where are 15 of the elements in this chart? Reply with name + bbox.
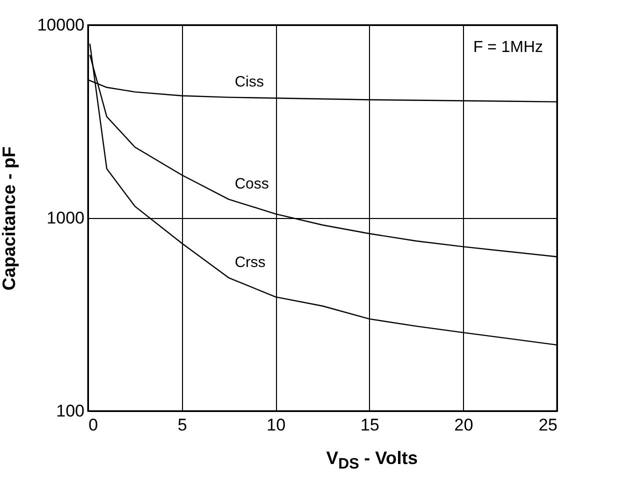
y-tick-label: 100 bbox=[56, 402, 84, 420]
y-axis-title: Capacitance - pF bbox=[0, 146, 20, 291]
x-tick-label: 0 bbox=[88, 416, 98, 434]
series-label: Coss bbox=[234, 175, 269, 192]
x-tick-label: 10 bbox=[266, 416, 286, 434]
y-tick-label: 10000 bbox=[37, 16, 84, 34]
y-tick-label: 1000 bbox=[46, 208, 84, 228]
x-tick-label: 15 bbox=[360, 416, 380, 434]
series-label: Ciss bbox=[234, 73, 264, 90]
x-tick-label: 20 bbox=[454, 416, 474, 434]
x-tick-label: 25 bbox=[538, 416, 558, 434]
x-tick-label: 5 bbox=[178, 416, 188, 434]
x-axis-title: V$_{DS}$ - Volts bbox=[325, 448, 419, 473]
annotation: F = 1MHz bbox=[473, 39, 543, 56]
series-label: Crss bbox=[234, 254, 266, 271]
